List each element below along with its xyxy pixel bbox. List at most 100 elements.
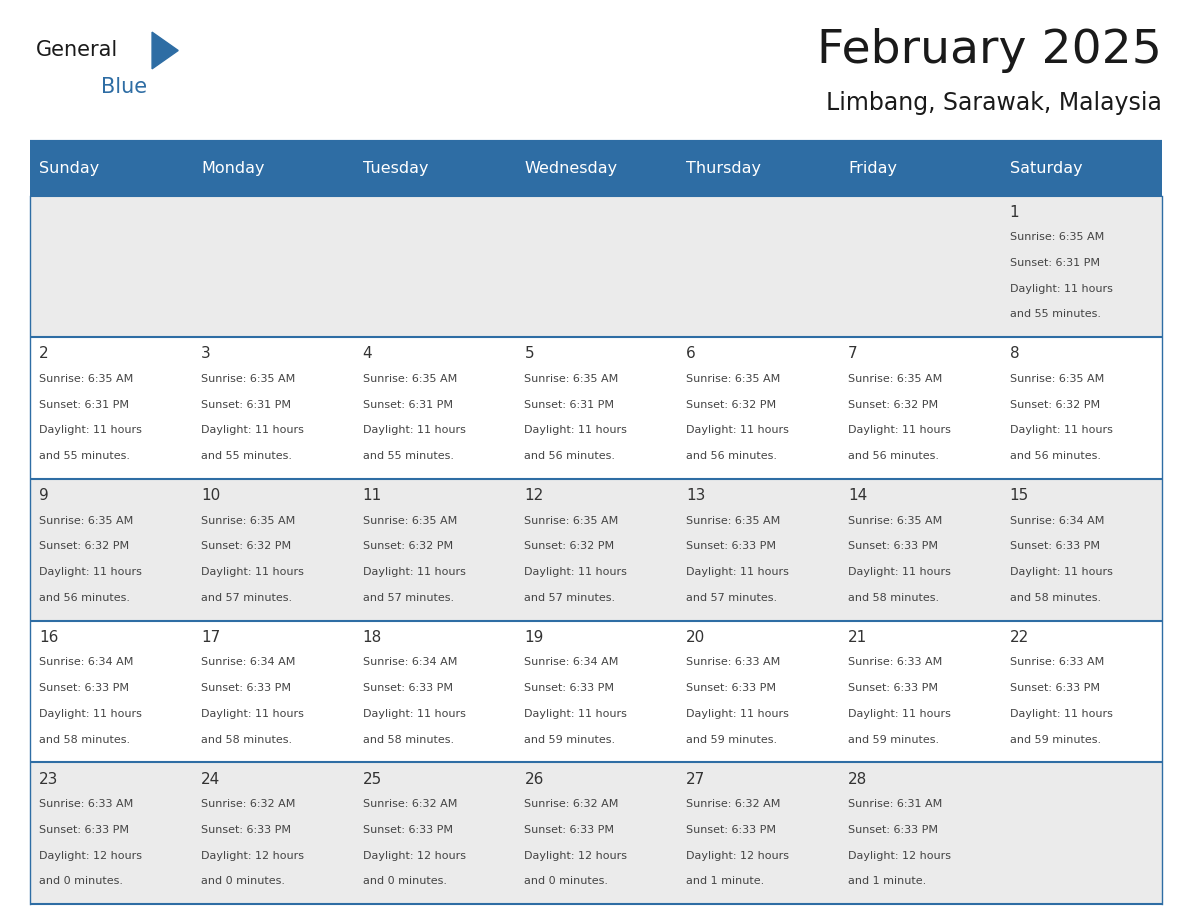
Text: Sunset: 6:33 PM: Sunset: 6:33 PM — [524, 683, 614, 693]
Text: and 0 minutes.: and 0 minutes. — [201, 877, 285, 886]
Text: 2: 2 — [39, 346, 49, 362]
Text: Sunrise: 6:35 AM: Sunrise: 6:35 AM — [524, 374, 619, 384]
Text: Sunrise: 6:35 AM: Sunrise: 6:35 AM — [848, 374, 942, 384]
Text: and 56 minutes.: and 56 minutes. — [39, 593, 131, 603]
Bar — [30, 196, 1162, 337]
Text: Blue: Blue — [101, 77, 147, 97]
Text: Daylight: 12 hours: Daylight: 12 hours — [848, 851, 950, 860]
Text: Sunrise: 6:35 AM: Sunrise: 6:35 AM — [201, 374, 295, 384]
Text: and 57 minutes.: and 57 minutes. — [201, 593, 292, 603]
Text: Sunrise: 6:33 AM: Sunrise: 6:33 AM — [1010, 657, 1104, 667]
Text: and 56 minutes.: and 56 minutes. — [524, 451, 615, 461]
Text: 12: 12 — [524, 488, 544, 503]
Text: 14: 14 — [848, 488, 867, 503]
Text: and 56 minutes.: and 56 minutes. — [1010, 451, 1100, 461]
Text: and 57 minutes.: and 57 minutes. — [362, 593, 454, 603]
Text: Wednesday: Wednesday — [524, 162, 618, 176]
Text: 26: 26 — [524, 772, 544, 787]
Text: Sunrise: 6:32 AM: Sunrise: 6:32 AM — [201, 800, 296, 809]
Text: Daylight: 11 hours: Daylight: 11 hours — [201, 567, 304, 577]
Text: Sunset: 6:32 PM: Sunset: 6:32 PM — [201, 542, 291, 552]
Text: Daylight: 11 hours: Daylight: 11 hours — [1010, 567, 1112, 577]
Text: Sunrise: 6:34 AM: Sunrise: 6:34 AM — [524, 657, 619, 667]
Text: Daylight: 11 hours: Daylight: 11 hours — [39, 709, 143, 719]
Text: Daylight: 12 hours: Daylight: 12 hours — [524, 851, 627, 860]
Text: Daylight: 11 hours: Daylight: 11 hours — [1010, 425, 1112, 435]
Text: Sunrise: 6:35 AM: Sunrise: 6:35 AM — [39, 516, 133, 526]
Text: Sunday: Sunday — [39, 162, 100, 176]
Text: Sunrise: 6:35 AM: Sunrise: 6:35 AM — [362, 516, 457, 526]
Text: 18: 18 — [362, 630, 381, 645]
Text: Sunrise: 6:35 AM: Sunrise: 6:35 AM — [687, 516, 781, 526]
Text: Daylight: 11 hours: Daylight: 11 hours — [687, 567, 789, 577]
Text: 8: 8 — [1010, 346, 1019, 362]
Text: Sunrise: 6:33 AM: Sunrise: 6:33 AM — [39, 800, 133, 809]
Text: Saturday: Saturday — [1010, 162, 1082, 176]
Text: Sunset: 6:33 PM: Sunset: 6:33 PM — [201, 683, 291, 693]
Text: Daylight: 11 hours: Daylight: 11 hours — [362, 425, 466, 435]
Text: Sunset: 6:31 PM: Sunset: 6:31 PM — [362, 399, 453, 409]
Text: Daylight: 11 hours: Daylight: 11 hours — [524, 425, 627, 435]
Text: Limbang, Sarawak, Malaysia: Limbang, Sarawak, Malaysia — [826, 91, 1162, 115]
Text: 1: 1 — [1010, 205, 1019, 219]
Text: 3: 3 — [201, 346, 210, 362]
Text: and 55 minutes.: and 55 minutes. — [201, 451, 292, 461]
Text: Daylight: 11 hours: Daylight: 11 hours — [848, 709, 950, 719]
Text: 23: 23 — [39, 772, 58, 787]
Bar — [30, 337, 1162, 479]
Text: Sunrise: 6:35 AM: Sunrise: 6:35 AM — [687, 374, 781, 384]
Text: and 59 minutes.: and 59 minutes. — [524, 734, 615, 744]
Text: 6: 6 — [687, 346, 696, 362]
Bar — [30, 142, 1162, 196]
Text: 16: 16 — [39, 630, 58, 645]
Text: 15: 15 — [1010, 488, 1029, 503]
Text: 21: 21 — [848, 630, 867, 645]
Text: Sunset: 6:32 PM: Sunset: 6:32 PM — [362, 542, 453, 552]
Text: Daylight: 11 hours: Daylight: 11 hours — [687, 709, 789, 719]
Text: Sunrise: 6:34 AM: Sunrise: 6:34 AM — [39, 657, 133, 667]
Text: and 55 minutes.: and 55 minutes. — [39, 451, 131, 461]
Text: Sunset: 6:33 PM: Sunset: 6:33 PM — [1010, 683, 1100, 693]
Text: Sunset: 6:33 PM: Sunset: 6:33 PM — [687, 542, 776, 552]
Text: Sunrise: 6:35 AM: Sunrise: 6:35 AM — [362, 374, 457, 384]
Text: and 58 minutes.: and 58 minutes. — [848, 593, 939, 603]
Text: Sunset: 6:31 PM: Sunset: 6:31 PM — [1010, 258, 1100, 268]
Text: 11: 11 — [362, 488, 381, 503]
Text: 27: 27 — [687, 772, 706, 787]
Text: and 57 minutes.: and 57 minutes. — [687, 593, 777, 603]
Text: Daylight: 11 hours: Daylight: 11 hours — [201, 425, 304, 435]
Text: Daylight: 11 hours: Daylight: 11 hours — [1010, 709, 1112, 719]
Text: Sunset: 6:33 PM: Sunset: 6:33 PM — [848, 542, 937, 552]
Text: 25: 25 — [362, 772, 381, 787]
Text: Sunset: 6:33 PM: Sunset: 6:33 PM — [362, 683, 453, 693]
Polygon shape — [152, 32, 178, 69]
Text: Sunset: 6:33 PM: Sunset: 6:33 PM — [39, 683, 129, 693]
Text: Daylight: 11 hours: Daylight: 11 hours — [848, 425, 950, 435]
Text: Sunrise: 6:33 AM: Sunrise: 6:33 AM — [848, 657, 942, 667]
Text: and 1 minute.: and 1 minute. — [848, 877, 927, 886]
Text: 22: 22 — [1010, 630, 1029, 645]
Text: and 0 minutes.: and 0 minutes. — [524, 877, 608, 886]
Text: Thursday: Thursday — [687, 162, 762, 176]
Text: Daylight: 11 hours: Daylight: 11 hours — [201, 709, 304, 719]
Text: Daylight: 11 hours: Daylight: 11 hours — [362, 709, 466, 719]
Text: Sunrise: 6:34 AM: Sunrise: 6:34 AM — [1010, 516, 1104, 526]
Text: Daylight: 11 hours: Daylight: 11 hours — [39, 567, 143, 577]
Text: Sunset: 6:33 PM: Sunset: 6:33 PM — [201, 825, 291, 834]
Text: Daylight: 12 hours: Daylight: 12 hours — [687, 851, 789, 860]
Text: Daylight: 11 hours: Daylight: 11 hours — [687, 425, 789, 435]
Text: Sunrise: 6:35 AM: Sunrise: 6:35 AM — [848, 516, 942, 526]
Text: Sunset: 6:31 PM: Sunset: 6:31 PM — [201, 399, 291, 409]
Text: 10: 10 — [201, 488, 220, 503]
Text: Daylight: 11 hours: Daylight: 11 hours — [524, 709, 627, 719]
Text: Sunset: 6:33 PM: Sunset: 6:33 PM — [39, 825, 129, 834]
Text: and 0 minutes.: and 0 minutes. — [39, 877, 124, 886]
Text: 24: 24 — [201, 772, 220, 787]
Text: 5: 5 — [524, 346, 535, 362]
Text: 7: 7 — [848, 346, 858, 362]
Text: Sunset: 6:32 PM: Sunset: 6:32 PM — [687, 399, 776, 409]
Text: and 58 minutes.: and 58 minutes. — [362, 734, 454, 744]
Text: Sunrise: 6:35 AM: Sunrise: 6:35 AM — [1010, 232, 1104, 242]
Text: 20: 20 — [687, 630, 706, 645]
Text: 19: 19 — [524, 630, 544, 645]
